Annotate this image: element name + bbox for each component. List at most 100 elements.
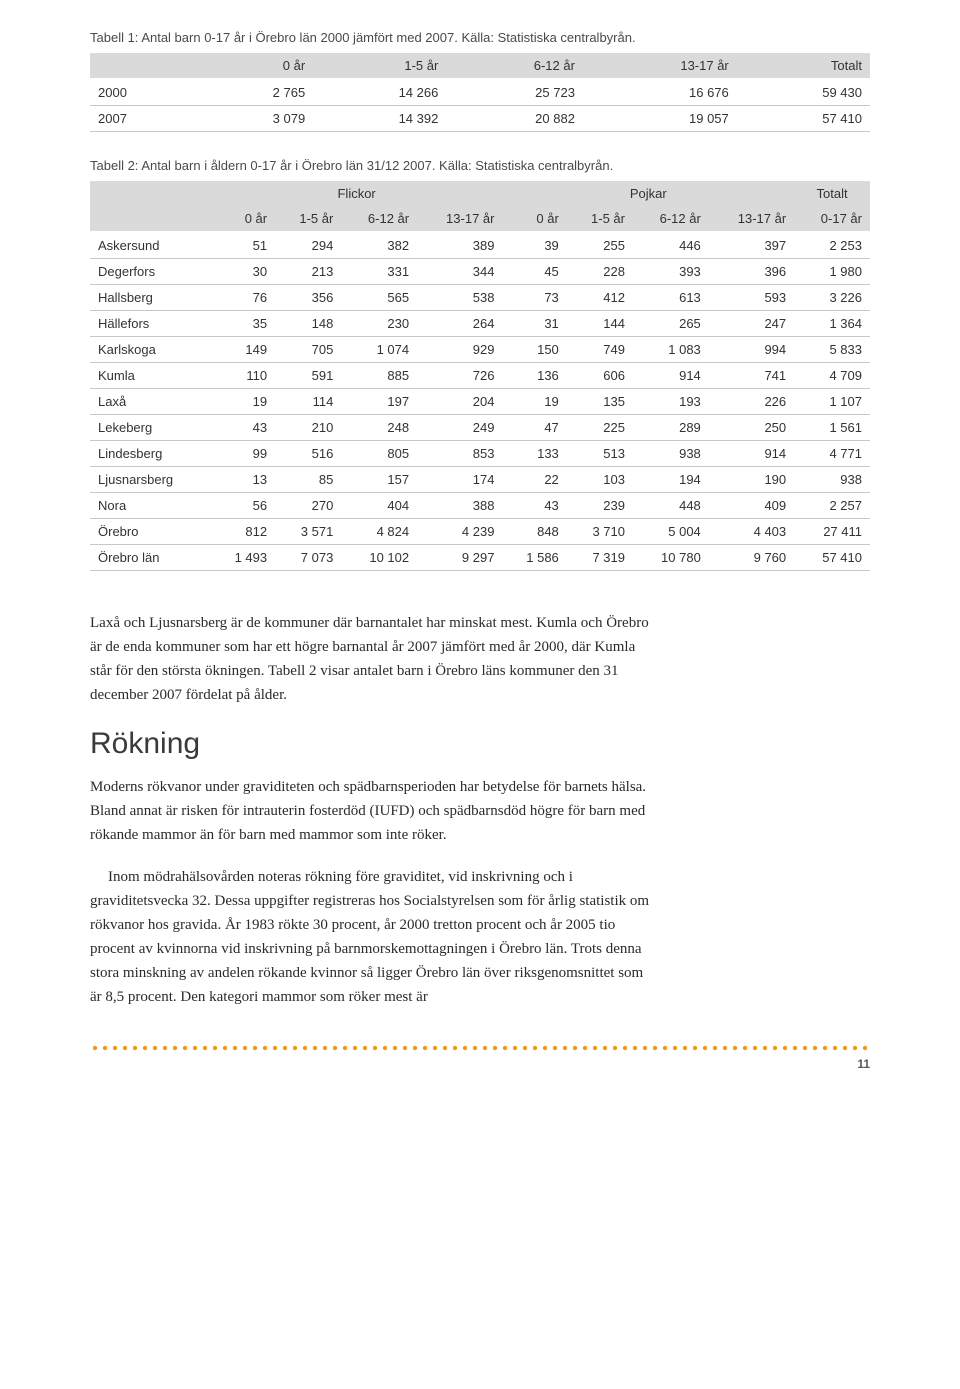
table-cell: 2000 [90, 78, 197, 106]
table-row: Askersund51294382389392554463972 253 [90, 231, 870, 259]
table-cell: 14 392 [313, 106, 446, 132]
table-cell: 848 [502, 519, 566, 545]
table-cell: 593 [709, 285, 794, 311]
table-cell: 994 [709, 337, 794, 363]
table-cell: 45 [502, 259, 566, 285]
table-cell: 741 [709, 363, 794, 389]
column-header: 6-12 år [341, 206, 417, 231]
column-header: 0 år [502, 206, 566, 231]
table-cell: 513 [567, 441, 633, 467]
table-cell: 2 253 [794, 231, 870, 259]
table-row: 20002 76514 26625 72316 67659 430 [90, 78, 870, 106]
column-header [90, 206, 211, 231]
table-row: Örebro8123 5714 8244 2398483 7105 0044 4… [90, 519, 870, 545]
table-cell: 210 [275, 415, 341, 441]
table-cell: 9 297 [417, 545, 502, 571]
table-cell: 356 [275, 285, 341, 311]
column-header: 0 år [211, 206, 275, 231]
table-cell: 13 [211, 467, 275, 493]
table-cell: 1 561 [794, 415, 870, 441]
table-cell: 30 [211, 259, 275, 285]
table-cell: 409 [709, 493, 794, 519]
table-cell: Örebro [90, 519, 211, 545]
table-cell: 51 [211, 231, 275, 259]
table-cell: 47 [502, 415, 566, 441]
table-cell: Askersund [90, 231, 211, 259]
table-cell: Ljusnarsberg [90, 467, 211, 493]
table-cell: 39 [502, 231, 566, 259]
column-header: 13-17 år [709, 206, 794, 231]
table-cell: 16 676 [583, 78, 737, 106]
table-cell: 133 [502, 441, 566, 467]
table-cell: 412 [567, 285, 633, 311]
table-cell: 57 410 [737, 106, 870, 132]
table-cell: 812 [211, 519, 275, 545]
table2-gh-totalt: Totalt [794, 181, 870, 206]
table-cell: 265 [633, 311, 709, 337]
table-cell: 204 [417, 389, 502, 415]
table-cell: 247 [709, 311, 794, 337]
table2-gh-pojkar: Pojkar [502, 181, 794, 206]
table-cell: 57 410 [794, 545, 870, 571]
table2-gh-flickor: Flickor [211, 181, 503, 206]
table-cell: 1 980 [794, 259, 870, 285]
table-cell: 3 226 [794, 285, 870, 311]
column-header: Totalt [737, 53, 870, 78]
table-cell: 43 [502, 493, 566, 519]
table-cell: 228 [567, 259, 633, 285]
table-cell: 136 [502, 363, 566, 389]
table-cell: 43 [211, 415, 275, 441]
table-row: Ljusnarsberg138515717422103194190938 [90, 467, 870, 493]
table-cell: 3 710 [567, 519, 633, 545]
table-cell: 344 [417, 259, 502, 285]
column-header: 13-17 år [417, 206, 502, 231]
page-number: 11 [90, 1057, 870, 1071]
table2-body: Askersund51294382389392554463972 253Dege… [90, 231, 870, 571]
table-cell: 397 [709, 231, 794, 259]
table-cell: 110 [211, 363, 275, 389]
table-row: Lindesberg995168058531335139389144 771 [90, 441, 870, 467]
table-cell: 446 [633, 231, 709, 259]
table-cell: 7 073 [275, 545, 341, 571]
column-header: 6-12 år [633, 206, 709, 231]
table-cell: 10 102 [341, 545, 417, 571]
table-cell: Hällefors [90, 311, 211, 337]
table-cell: 10 780 [633, 545, 709, 571]
table-cell: 194 [633, 467, 709, 493]
table-cell: 7 319 [567, 545, 633, 571]
table-cell: 448 [633, 493, 709, 519]
table-cell: Kumla [90, 363, 211, 389]
table2-caption: Tabell 2: Antal barn i åldern 0-17 år i … [90, 158, 870, 173]
table-cell: 538 [417, 285, 502, 311]
table-cell: 938 [633, 441, 709, 467]
table-cell: 885 [341, 363, 417, 389]
paragraph-1: Laxå och Ljusnarsberg är de kommuner där… [90, 611, 650, 707]
table-cell: 144 [567, 311, 633, 337]
table-cell: 1 107 [794, 389, 870, 415]
table-cell: 248 [341, 415, 417, 441]
column-header [90, 53, 197, 78]
table-cell: 225 [567, 415, 633, 441]
table-cell: 22 [502, 467, 566, 493]
table-cell: 914 [633, 363, 709, 389]
table-row: Karlskoga1497051 0749291507491 0839945 8… [90, 337, 870, 363]
dot-divider [90, 1045, 870, 1051]
table-cell: 35 [211, 311, 275, 337]
table-cell: 388 [417, 493, 502, 519]
table-cell: 705 [275, 337, 341, 363]
column-header: 1-5 år [567, 206, 633, 231]
table2-group-header: Flickor Pojkar Totalt [90, 181, 870, 206]
table-row: Hällefors35148230264311442652471 364 [90, 311, 870, 337]
table-cell: Karlskoga [90, 337, 211, 363]
table-cell: 1 586 [502, 545, 566, 571]
table-cell: 3 079 [197, 106, 313, 132]
table-cell: 5 833 [794, 337, 870, 363]
table-cell: 2 765 [197, 78, 313, 106]
table-cell: 4 824 [341, 519, 417, 545]
table1-caption: Tabell 1: Antal barn 0-17 år i Örebro lä… [90, 30, 870, 45]
table-cell: 9 760 [709, 545, 794, 571]
table-cell: 396 [709, 259, 794, 285]
table-cell: 805 [341, 441, 417, 467]
table-cell: 565 [341, 285, 417, 311]
table-cell: 270 [275, 493, 341, 519]
